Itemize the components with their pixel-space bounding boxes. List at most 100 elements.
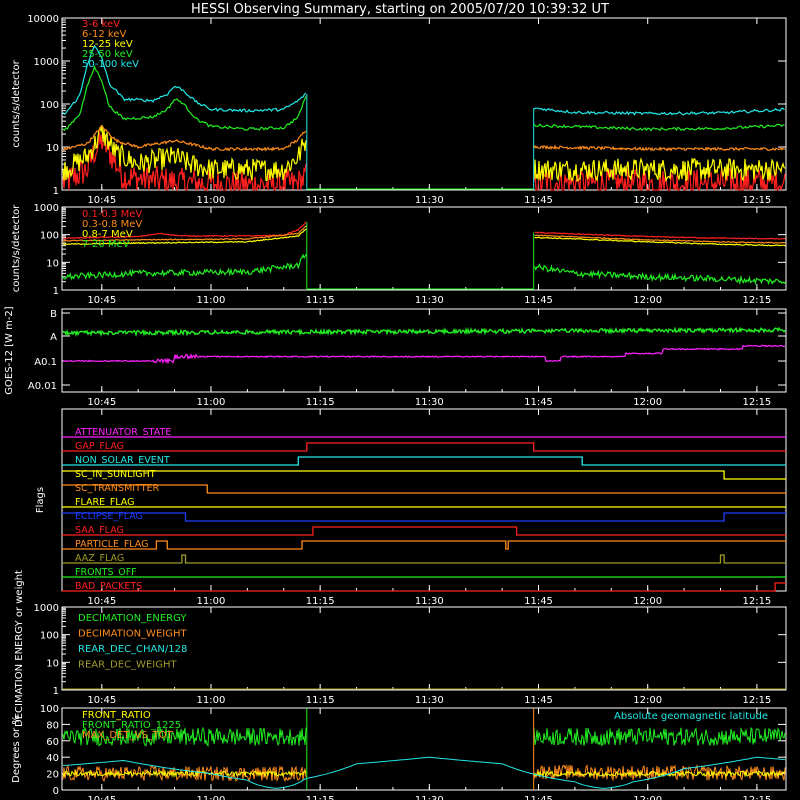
time-tick-label: 11:45 bbox=[524, 596, 553, 607]
time-tick-label: 10:45 bbox=[87, 596, 116, 607]
time-tick-label: 12:15 bbox=[742, 295, 771, 306]
time-tick-label: 11:30 bbox=[415, 596, 444, 607]
y-tick-label: 80 bbox=[46, 720, 59, 731]
time-tick-label: 11:00 bbox=[197, 695, 226, 706]
flag-line bbox=[62, 540, 786, 550]
time-tick-label: 11:15 bbox=[306, 397, 335, 408]
panel-flags: 10:45 11:00 11:15 11:30 11:45 12:00 12:15 Flags… bbox=[35, 408, 787, 607]
series-line bbox=[62, 326, 786, 338]
series-line bbox=[62, 769, 786, 778]
time-tick-label: 11:00 bbox=[197, 195, 226, 206]
y-tick-label: 60 bbox=[46, 737, 59, 748]
flag-line bbox=[62, 582, 786, 592]
series-line bbox=[62, 124, 786, 183]
y-tick-label: 10000 bbox=[27, 14, 59, 25]
series-line bbox=[63, 756, 786, 789]
flag-line bbox=[62, 554, 786, 564]
series-line bbox=[62, 125, 786, 152]
panel-ratio: 10:45 11:00 11:15 11:30 11:45 12:00 12:15 0 20 40… bbox=[11, 704, 787, 800]
time-tick-label: 11:45 bbox=[524, 195, 553, 206]
flag-label: SAA_FLAG bbox=[75, 525, 124, 536]
flag-line bbox=[62, 526, 786, 536]
panel-decimation: 10:45 11:00 11:15 11:30 11:45 12:00 12:15 1 10 10… bbox=[14, 570, 787, 727]
flag-line bbox=[62, 470, 786, 480]
time-tick-label: 11:30 bbox=[415, 695, 444, 706]
time-tick-label: 12:15 bbox=[742, 596, 771, 607]
y-tick-label: 1 bbox=[53, 686, 59, 697]
annotation: Absolute geomagnetic latitude bbox=[614, 711, 768, 722]
flag-line bbox=[62, 484, 786, 494]
y-tick-label: 10 bbox=[46, 658, 59, 669]
series-line bbox=[62, 64, 785, 132]
time-tick-label: 11:00 bbox=[197, 596, 226, 607]
y-tick-label: 100 bbox=[40, 231, 59, 242]
y-axis-label: DECIMATION ENERGY or weight bbox=[14, 570, 25, 727]
time-tick-label: 12:15 bbox=[742, 795, 771, 800]
y-tick-label: 100 bbox=[40, 704, 59, 715]
series-line bbox=[62, 726, 786, 748]
time-tick-label: 12:00 bbox=[633, 695, 662, 706]
time-tick-label: 10:45 bbox=[87, 195, 116, 206]
panel-photons-mev: 10:45 11:00 11:15 11:30 11:45 12:00 12:15 1 10 10… bbox=[11, 203, 787, 306]
y-tick-label: 10 bbox=[46, 143, 59, 154]
legend-entry: 50-100 keV bbox=[82, 59, 139, 70]
series-line bbox=[62, 44, 785, 116]
y-tick-label: 1000 bbox=[34, 203, 59, 214]
y-tick-label: 1000 bbox=[34, 603, 59, 614]
flag-label: AAZ_FLAG bbox=[75, 553, 124, 564]
y-axis-label: counts/s/detector bbox=[11, 59, 22, 147]
series-line bbox=[63, 344, 786, 365]
time-tick-label: 12:00 bbox=[633, 397, 662, 408]
panel-frame bbox=[61, 308, 787, 393]
time-tick-label: 12:00 bbox=[633, 596, 662, 607]
flag-line bbox=[62, 456, 786, 466]
y-axis-label: Flags bbox=[35, 487, 46, 513]
panels: 10:45 11:00 11:15 11:30 11:45 12:00 12:1511010… bbox=[4, 14, 787, 800]
time-tick-label: 12:00 bbox=[633, 295, 662, 306]
panel-frame bbox=[61, 206, 787, 291]
y-tick-label: A0.1 bbox=[34, 357, 57, 368]
time-tick-label: 11:45 bbox=[524, 695, 553, 706]
panel-photons-kev: 10:45 11:00 11:15 11:30 11:45 12:00 12:15 1 10 10… bbox=[11, 14, 787, 206]
y-axis-label: GOES-12 [W m-2] bbox=[4, 306, 15, 394]
flag-line bbox=[62, 442, 786, 452]
y-tick-label: 1 bbox=[53, 186, 59, 197]
time-tick-label: 11:30 bbox=[415, 397, 444, 408]
legend-entry: REAR_DEC_WEIGHT bbox=[78, 660, 177, 671]
time-tick-label: 10:45 bbox=[87, 397, 116, 408]
y-tick-label: 100 bbox=[40, 100, 59, 111]
y-tick-label: 1000 bbox=[34, 57, 59, 68]
legend-entry: 0.3-0.8 MeV bbox=[82, 219, 142, 230]
y-tick-label: 40 bbox=[46, 753, 59, 764]
series-line bbox=[62, 221, 786, 240]
time-tick-label: 11:15 bbox=[306, 695, 335, 706]
legend-entry: 3-6 keV bbox=[82, 19, 120, 30]
legend-entry: REAR_DEC_CHAN/128 bbox=[78, 644, 187, 655]
flag-label: GAP_FLAG bbox=[75, 441, 124, 452]
y-tick-label: 20 bbox=[46, 770, 59, 781]
time-tick-label: 11:45 bbox=[524, 795, 553, 800]
panel-frame bbox=[61, 606, 787, 691]
legend-entry: 0.1-0.3 MeV bbox=[82, 209, 142, 220]
y-tick-label: A0.01 bbox=[28, 381, 57, 392]
y-tick-label: 100 bbox=[40, 631, 59, 642]
flag-label: FRONTS_OFF bbox=[75, 567, 137, 578]
legend-entry: 12-25 keV bbox=[82, 39, 133, 50]
legend-entry: FRONT_RATIO bbox=[82, 710, 151, 721]
time-tick-label: 10:45 bbox=[87, 295, 116, 306]
legend-entry: 6-12 keV bbox=[82, 29, 126, 40]
time-tick-label: 11:30 bbox=[415, 195, 444, 206]
time-tick-label: 12:00 bbox=[633, 195, 662, 206]
time-tick-label: 12:15 bbox=[742, 397, 771, 408]
time-tick-label: 11:00 bbox=[197, 397, 226, 408]
legend-entry: DECIMATION_ENERGY bbox=[78, 613, 187, 624]
flag-label: PARTICLE_FLAG bbox=[75, 539, 148, 550]
panel-frame bbox=[61, 707, 787, 791]
figure-title: HESSI Observing Summary, starting on 200… bbox=[191, 2, 609, 17]
legend-entry: FRONT_RATIO_1225 bbox=[82, 720, 181, 731]
panel-goes: 10:45 11:00 11:15 11:30 11:45 12:00 12:15 B A A0.… bbox=[4, 306, 787, 408]
legend-entry: 25-50 keV bbox=[82, 49, 133, 60]
time-tick-label: 11:30 bbox=[415, 295, 444, 306]
legend-entry: 0.8-7 MeV bbox=[82, 229, 133, 240]
